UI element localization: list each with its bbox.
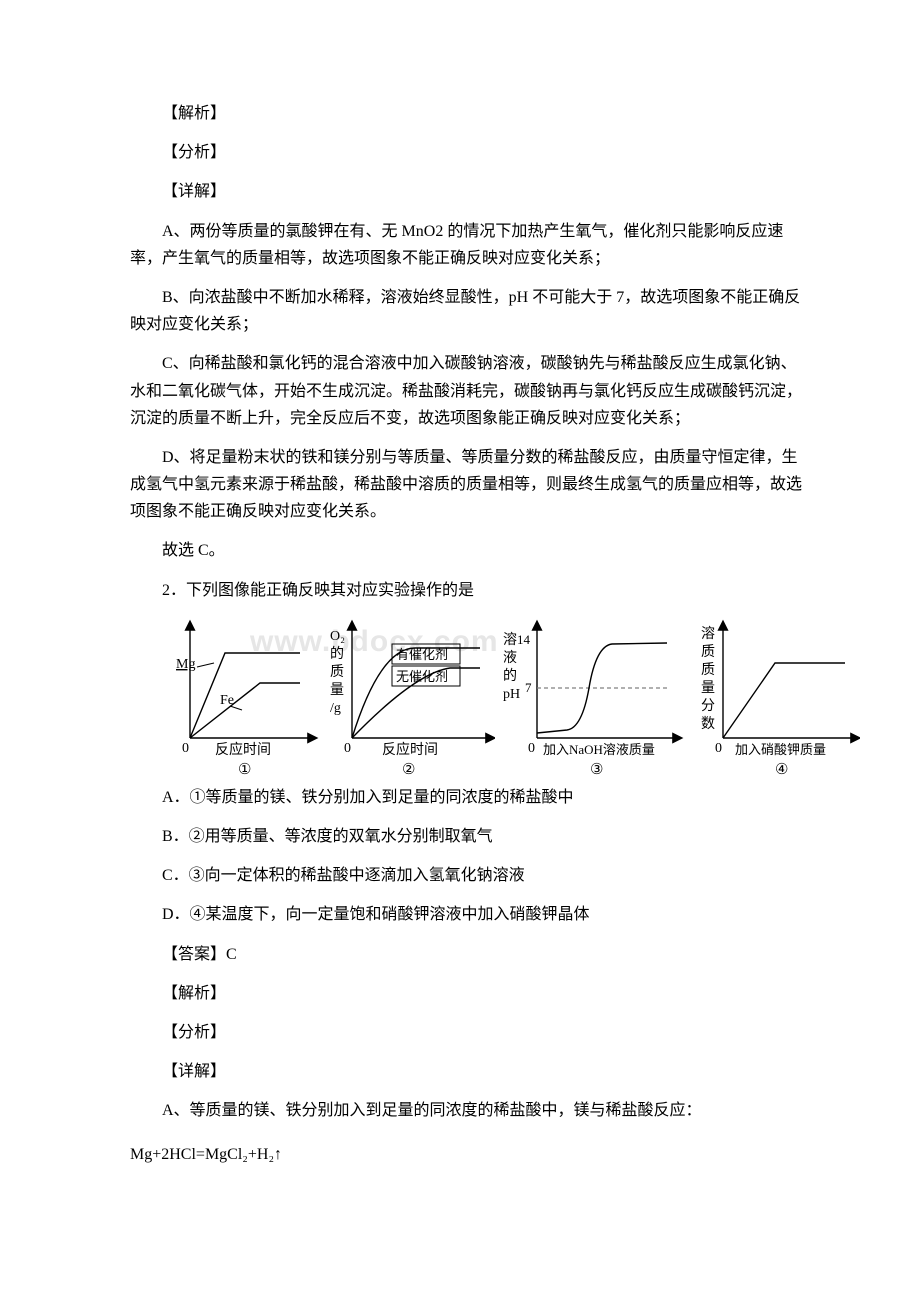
chart2-ylabel-1: O₂ [330,629,345,644]
paragraph-d: D、将足量粉末状的铁和镁分别与等质量、等质量分数的稀盐酸反应，由质量守恒定律，生… [130,444,810,526]
chart2-ann-2: 无催化剂 [396,669,448,684]
chart1-origin: 0 [182,741,189,756]
chart3-origin: 0 [528,741,535,756]
label-analysis: 【解析】 [130,100,810,127]
question-2: 2．下列图像能正确反映其对应实验操作的是 [130,577,810,604]
chart2-ylabel-3: 质 [330,664,344,680]
option-a: A．①等质量的镁、铁分别加入到足量的同浓度的稀盐酸中 [130,784,810,811]
chart-1: Mg Fe 0 反应时间 ① [170,618,320,778]
label-analysis-2: 【解析】 [130,980,810,1007]
chart-2-svg: O₂ 的 质 量 /g 有催化剂 无催化剂 0 反应时间 ② [320,618,495,778]
chart-4: 溶 质 质 量 分 数 0 加入硝酸钾质量 ④ [685,618,860,778]
label-detail-2: 【详解】 [130,1058,810,1085]
chart2-ylabel-2: 的 [330,646,344,662]
chart3-caption: ③ [590,762,603,778]
label-detail: 【详解】 [130,178,810,205]
chart4-ylabel-6: 数 [701,716,715,732]
chart2-xlabel: 反应时间 [382,741,438,758]
chart2-ann-1: 有催化剂 [396,647,448,662]
chart3-ylabel-1: 溶 [503,632,517,648]
chart4-ylabel-4: 量 [701,680,715,696]
equation-mg: Mg+2HCl=MgCl₂+H₂↑ [130,1141,810,1168]
paragraph-a: A、两份等质量的氯酸钾在有、无 MnO2 的情况下加热产生氧气，催化剂只能影响反… [130,218,810,272]
chart4-ylabel-3: 质 [701,662,715,678]
paragraph-guxuan: 故选 C。 [130,537,810,564]
chart4-ylabel-5: 分 [701,698,715,714]
paragraph-c: C、向稀盐酸和氯化钙的混合溶液中加入碳酸钠溶液，碳酸钠先与稀盐酸反应生成氯化钠、… [130,350,810,432]
paragraph-a2: A、等质量的镁、铁分别加入到足量的同浓度的稀盐酸中，镁与稀盐酸反应： [130,1097,810,1124]
chart-4-svg: 溶 质 质 量 分 数 0 加入硝酸钾质量 ④ [685,618,860,778]
paragraph-b: B、向浓盐酸中不断加水稀释，溶液始终显酸性，pH 不可能大于 7，故选项图象不能… [130,284,810,338]
chart-3: 溶 14 液 的 7 pH 0 加入NaOH溶液质量 ③ [495,618,685,778]
chart2-ylabel-5: /g [330,701,341,716]
chart4-origin: 0 [715,741,722,756]
chart2-origin: 0 [344,741,351,756]
chart3-tick-14: 14 [517,632,531,647]
chart1-caption: ① [238,762,251,778]
chart3-ylabel-4: pH [503,687,520,702]
label-answer: 【答案】C [130,941,810,968]
chart-1-svg: Mg Fe 0 反应时间 ① [170,618,320,778]
chart4-ylabel-1: 溶 [701,626,715,642]
label-fenxi: 【分析】 [130,139,810,166]
option-b: B．②用等质量、等浓度的双氧水分别制取氧气 [130,823,810,850]
chart4-caption: ④ [775,762,788,778]
chart1-label-mg: Mg [176,657,195,672]
chart-2: O₂ 的 质 量 /g 有催化剂 无催化剂 0 反应时间 ② [320,618,495,778]
chart3-tick-7: 7 [525,680,532,695]
chart-3-svg: 溶 14 液 的 7 pH 0 加入NaOH溶液质量 ③ [495,618,685,778]
charts-container: www.bdocx.com Mg Fe [130,618,810,778]
chart3-ylabel-3: 的 [503,668,517,684]
chart3-ylabel-2: 液 [503,650,517,666]
label-fenxi-2: 【分析】 [130,1019,810,1046]
chart3-xlabel: 加入NaOH溶液质量 [543,742,655,757]
chart2-ylabel-4: 量 [330,682,344,698]
chart4-ylabel-2: 质 [701,644,715,660]
option-c: C．③向一定体积的稀盐酸中逐滴加入氢氧化钠溶液 [130,862,810,889]
chart1-label-fe: Fe [220,693,234,708]
option-d: D．④某温度下，向一定量饱和硝酸钾溶液中加入硝酸钾晶体 [130,901,810,928]
chart1-xlabel: 反应时间 [215,741,271,758]
chart4-xlabel: 加入硝酸钾质量 [735,742,826,757]
chart2-caption: ② [402,762,415,778]
